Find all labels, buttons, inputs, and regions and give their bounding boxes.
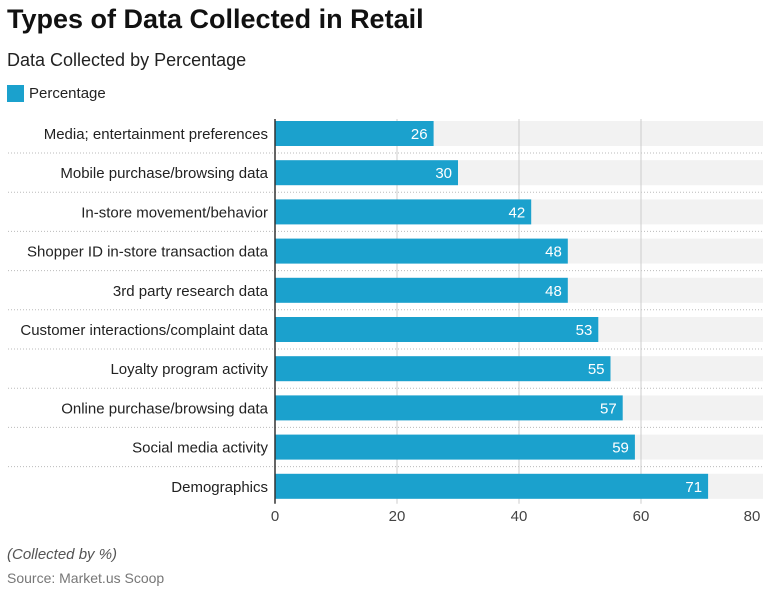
bar (275, 434, 635, 460)
x-tick-label: 80 (744, 508, 761, 525)
category-label: Media; entertainment preferences (44, 126, 268, 143)
data-label: 53 (576, 322, 593, 339)
category-label: Mobile purchase/browsing data (60, 165, 268, 182)
bar (275, 199, 532, 225)
data-label: 59 (612, 440, 629, 457)
data-label: 71 (685, 479, 702, 496)
category-label: Customer interactions/complaint data (20, 322, 268, 339)
data-label: 30 (435, 165, 452, 182)
x-tick-label: 20 (389, 508, 406, 525)
category-label: Social media activity (132, 440, 268, 457)
bar (275, 395, 623, 421)
bar (275, 238, 568, 264)
data-label: 55 (588, 361, 605, 378)
data-label: 48 (545, 283, 562, 300)
category-label: Demographics (171, 479, 268, 496)
data-label: 57 (600, 400, 617, 417)
legend: Percentage (7, 85, 106, 102)
legend-swatch (7, 85, 24, 102)
chart-subtitle: Data Collected by Percentage (7, 50, 247, 70)
category-label: Online purchase/browsing data (61, 400, 268, 417)
data-label: 26 (411, 126, 428, 143)
x-tick-label: 60 (633, 508, 650, 525)
category-label: Loyalty program activity (110, 361, 268, 378)
x-tick-label: 0 (271, 508, 279, 525)
bar (275, 317, 599, 342)
category-label: 3rd party research data (113, 283, 269, 300)
bar (275, 277, 568, 303)
legend-label: Percentage (29, 85, 106, 102)
category-label: Shopper ID in-store transaction data (27, 244, 269, 261)
bar (275, 121, 434, 146)
chart-note: (Collected by %) (7, 546, 118, 563)
bar (275, 160, 458, 186)
chart-title: Types of Data Collected in Retail (7, 4, 424, 34)
source-text: Source: Market.us Scoop (7, 570, 165, 586)
data-label: 42 (509, 204, 526, 221)
bar (275, 473, 709, 499)
category-label: In-store movement/behavior (81, 204, 268, 221)
x-tick-label: 40 (511, 508, 528, 525)
data-label: 48 (545, 244, 562, 261)
bar (275, 356, 611, 382)
